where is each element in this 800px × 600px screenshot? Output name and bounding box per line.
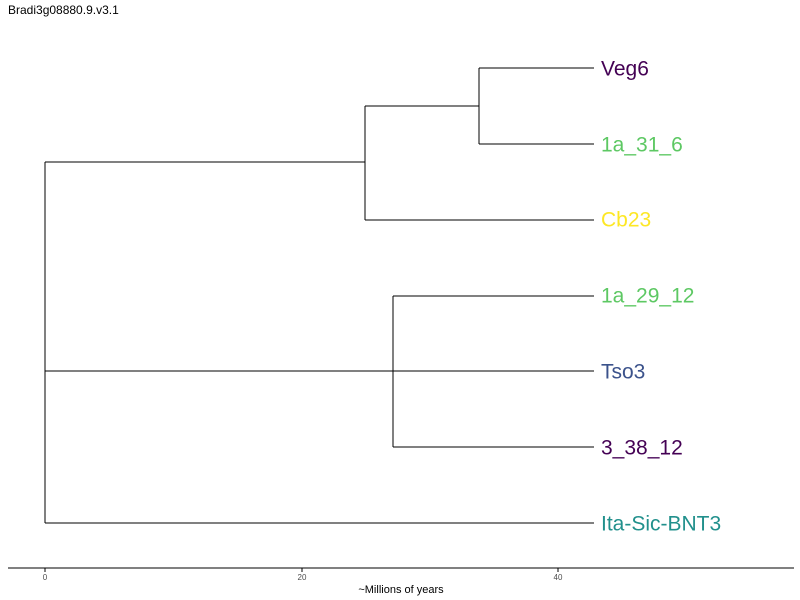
- tree-title: Bradi3g08880.9.v3.1: [8, 3, 119, 17]
- tip-label-tso3: Tso3: [601, 361, 645, 384]
- axis-tick-label-0: 0: [43, 573, 48, 582]
- tip-label-1a-31-6: 1a_31_6: [601, 134, 683, 157]
- tip-labels: Veg6 1a_31_6 Cb23 1a_29_12 Tso3 3_38_12 …: [601, 58, 721, 536]
- tip-label-3-38-12: 3_38_12: [601, 437, 683, 460]
- time-axis: 0 20 40 ~Millions of years: [8, 567, 794, 596]
- axis-tick-label-20: 20: [298, 573, 307, 582]
- tip-label-veg6: Veg6: [601, 58, 649, 81]
- tip-label-ita-sic-bnt3: Ita-Sic-BNT3: [601, 513, 721, 536]
- tip-label-cb23: Cb23: [601, 209, 651, 232]
- tip-label-1a-29-12: 1a_29_12: [601, 285, 694, 308]
- axis-tick-label-40: 40: [554, 573, 563, 582]
- axis-title: ~Millions of years: [358, 584, 444, 596]
- tree-branches: [44, 67, 594, 524]
